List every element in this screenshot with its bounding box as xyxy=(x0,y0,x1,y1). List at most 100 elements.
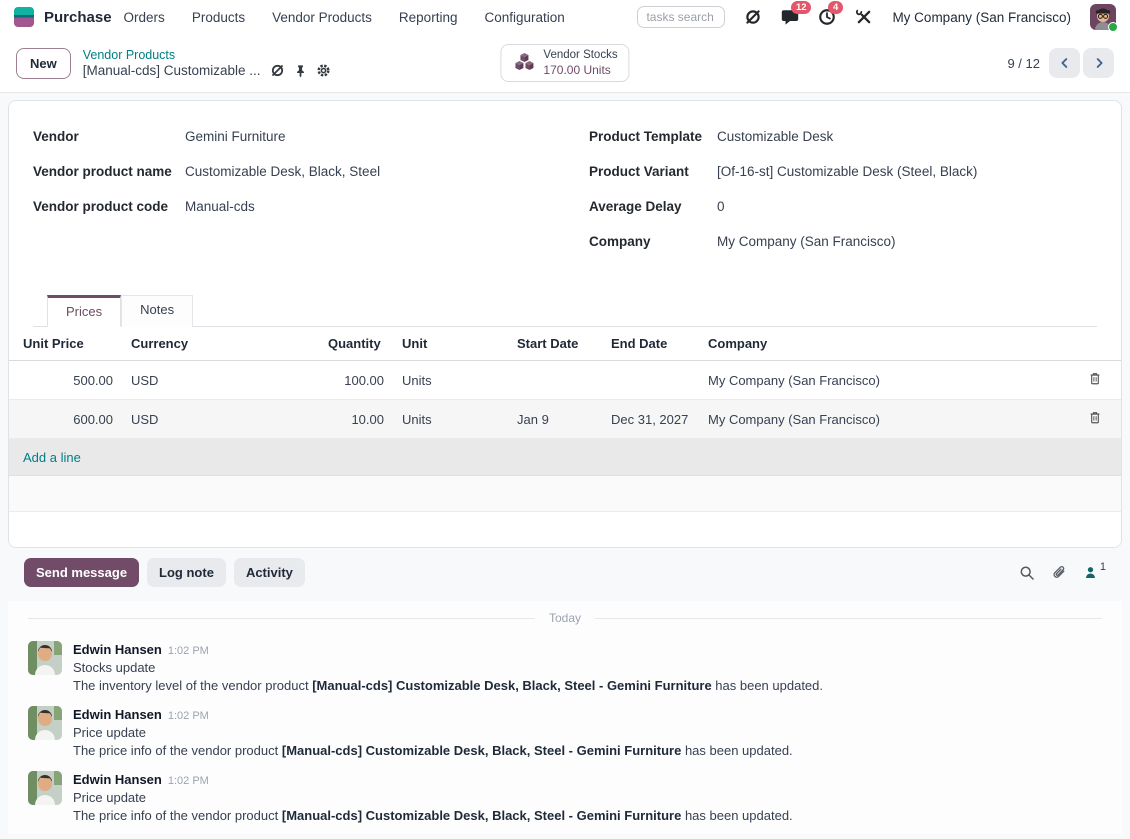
messages-icon[interactable]: 12 xyxy=(781,1,812,26)
vendor-product-name-value[interactable]: Customizable Desk, Black, Steel xyxy=(185,164,381,179)
trash-icon xyxy=(1090,373,1100,385)
online-status-dot xyxy=(1108,22,1118,32)
vendor-product-code-value[interactable]: Manual-cds xyxy=(185,199,255,214)
product-template-value[interactable]: Customizable Desk xyxy=(717,129,834,144)
cell-quantity[interactable]: 100.00 xyxy=(324,360,398,400)
header-currency[interactable]: Currency xyxy=(127,327,324,361)
menu-configuration[interactable]: Configuration xyxy=(484,9,565,25)
cell-company[interactable]: My Company (San Francisco) xyxy=(704,360,1069,400)
activities-clock-icon[interactable]: 4 xyxy=(818,1,843,26)
followers-count: 1 xyxy=(1099,561,1106,573)
field-label: Product Variant xyxy=(589,164,689,179)
tasks-search-input[interactable] xyxy=(637,6,726,28)
cell-unit[interactable]: Units xyxy=(398,399,513,439)
header-company[interactable]: Company xyxy=(704,327,1069,361)
message-thread: Today Edwin Hansen xyxy=(8,601,1122,835)
message: Edwin Hansen 1:02 PM Price update The pr… xyxy=(24,769,1106,834)
cell-unit-price[interactable]: 600.00 xyxy=(9,399,127,439)
delete-row-button[interactable] xyxy=(1069,360,1121,400)
message: Edwin Hansen 1:02 PM Stocks update The i… xyxy=(24,639,1106,704)
app-name[interactable]: Purchase xyxy=(44,8,112,26)
message-author: Edwin Hansen xyxy=(73,772,162,788)
refresh-slash-icon[interactable] xyxy=(744,8,762,26)
field-label: Average Delay xyxy=(589,199,682,214)
vendor-value[interactable]: Gemini Furniture xyxy=(185,129,286,144)
header-unit[interactable]: Unit xyxy=(398,327,513,361)
field-vendor-product-code: Vendor product code Manual-cds xyxy=(33,197,541,217)
field-label: Vendor product code xyxy=(33,199,169,214)
cell-currency[interactable]: USD xyxy=(127,360,324,400)
gear-icon[interactable] xyxy=(316,63,331,78)
breadcrumb-parent-link[interactable]: Vendor Products xyxy=(82,48,176,62)
record-refresh-icon[interactable] xyxy=(270,63,285,78)
cell-start-date[interactable] xyxy=(513,360,607,400)
attachments-icon[interactable] xyxy=(1051,565,1067,581)
product-variant-value[interactable]: [Of-16-st] Customizable Desk (Steel, Bla… xyxy=(717,164,978,179)
chevron-right-icon xyxy=(1096,58,1103,68)
log-note-button[interactable]: Log note xyxy=(147,558,226,587)
header-start-date[interactable]: Start Date xyxy=(513,327,607,361)
send-message-button[interactable]: Send message xyxy=(24,558,140,587)
new-button[interactable]: New xyxy=(16,47,71,79)
menu-vendor-products[interactable]: Vendor Products xyxy=(272,9,372,25)
cell-end-date[interactable]: Dec 31, 2027 xyxy=(607,399,704,439)
message-time: 1:02 PM xyxy=(167,775,209,788)
form-sheet: Vendor Gemini Furniture Vendor product n… xyxy=(8,100,1122,548)
user-avatar[interactable] xyxy=(1090,4,1118,32)
control-panel: New Vendor Products [Manual-cds] Customi… xyxy=(0,34,1130,93)
cell-company[interactable]: My Company (San Francisco) xyxy=(704,399,1069,439)
tab-notes[interactable]: Notes xyxy=(121,295,194,327)
message-body: The price info of the vendor product [Ma… xyxy=(73,743,793,759)
menu-products[interactable]: Products xyxy=(191,9,246,25)
pager-previous-button[interactable] xyxy=(1049,48,1080,78)
cell-start-date[interactable]: Jan 9 xyxy=(513,399,607,439)
sheet-filler xyxy=(9,512,1121,547)
search-messages-icon[interactable] xyxy=(1019,565,1035,581)
table-row: 600.00 USD 10.00 Units Jan 9 Dec 31, 202… xyxy=(9,399,1121,439)
top-navbar: Purchase Orders Products Vendor Products… xyxy=(0,0,1130,34)
cell-unit-price[interactable]: 500.00 xyxy=(9,360,127,400)
notebook-tabs: Prices Notes xyxy=(33,295,1097,327)
today-divider: Today xyxy=(28,611,1102,625)
header-quantity[interactable]: Quantity xyxy=(324,327,398,361)
pin-icon[interactable] xyxy=(294,64,307,78)
header-unit-price[interactable]: Unit Price xyxy=(9,327,127,361)
add-a-line-link[interactable]: Add a line xyxy=(23,449,81,465)
message-subject: Price update xyxy=(73,790,146,806)
vendor-stocks-stat-button[interactable]: Vendor Stocks 170.00 Units xyxy=(500,44,630,82)
tab-prices[interactable]: Prices xyxy=(47,295,122,327)
header-end-date[interactable]: End Date xyxy=(607,327,704,361)
empty-stripe-row xyxy=(9,476,1121,512)
field-product-template: Product Template Customizable Desk xyxy=(589,127,1097,147)
pager: 9 / 12 xyxy=(1007,48,1114,78)
systray: 12 4 My Company (San Francisco) xyxy=(637,1,1118,32)
cell-unit[interactable]: Units xyxy=(398,360,513,400)
stat-button-label: Vendor Stocks xyxy=(543,49,618,62)
pager-value[interactable]: 9 / 12 xyxy=(1007,55,1040,71)
content-area: Vendor Gemini Furniture Vendor product n… xyxy=(0,93,1130,839)
menu-orders[interactable]: Orders xyxy=(123,9,165,25)
cell-end-date[interactable] xyxy=(607,360,704,400)
author-avatar[interactable] xyxy=(28,706,62,741)
company-value[interactable]: My Company (San Francisco) xyxy=(717,234,896,249)
cell-currency[interactable]: USD xyxy=(127,399,324,439)
menu-reporting[interactable]: Reporting xyxy=(398,9,458,25)
author-avatar[interactable] xyxy=(28,771,62,806)
message: Edwin Hansen 1:02 PM Price update The pr… xyxy=(24,704,1106,769)
cell-quantity[interactable]: 10.00 xyxy=(324,399,398,439)
message-body: The price info of the vendor product [Ma… xyxy=(73,808,793,824)
cubes-icon xyxy=(515,53,534,70)
message-author: Edwin Hansen xyxy=(73,707,162,723)
message-body: The inventory level of the vendor produc… xyxy=(73,678,824,694)
activity-button[interactable]: Activity xyxy=(233,558,305,587)
delete-row-button[interactable] xyxy=(1069,399,1121,439)
apps-menu-icon[interactable] xyxy=(14,7,34,27)
followers-icon[interactable]: 1 xyxy=(1083,561,1106,580)
message-subject: Price update xyxy=(73,725,146,741)
author-avatar[interactable] xyxy=(28,641,62,675)
company-switcher[interactable]: My Company (San Francisco) xyxy=(892,9,1071,25)
pager-next-button[interactable] xyxy=(1083,48,1114,78)
message-time: 1:02 PM xyxy=(167,645,209,657)
average-delay-value[interactable]: 0 xyxy=(717,199,725,214)
tools-icon[interactable] xyxy=(855,8,873,26)
